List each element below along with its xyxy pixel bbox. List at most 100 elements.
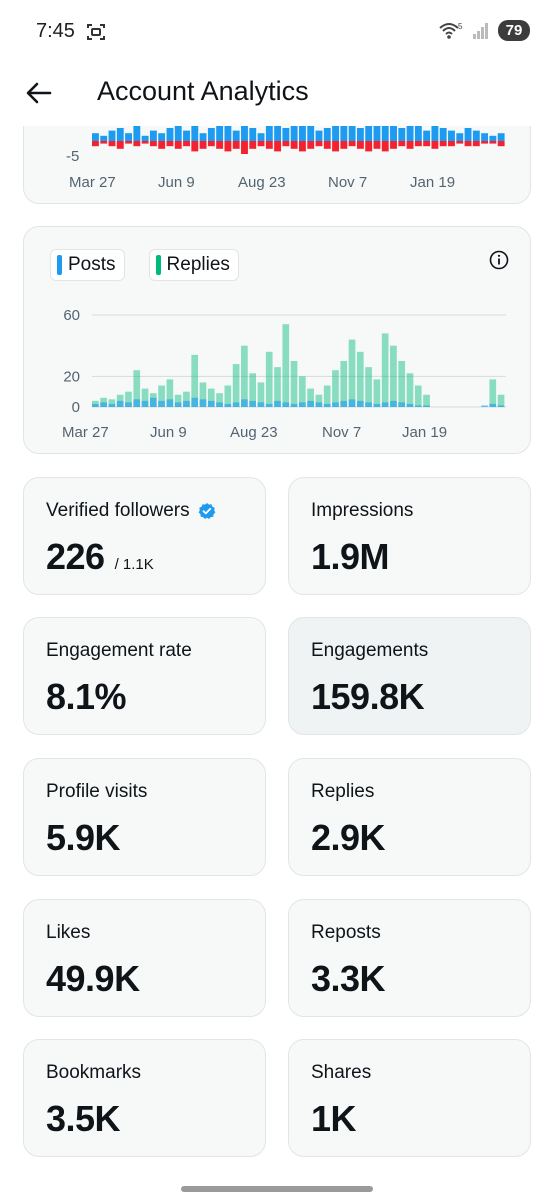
bar-replies	[398, 361, 406, 407]
bar-posts	[241, 399, 248, 407]
wifi-icon: 5	[439, 22, 463, 39]
bar-positive	[158, 133, 166, 141]
info-icon[interactable]	[488, 249, 510, 271]
bar-posts	[398, 402, 406, 407]
bar-replies	[406, 373, 414, 407]
bar-posts	[323, 403, 331, 407]
stat-value: 8.1%	[46, 676, 127, 717]
x-tick-label: Jan 19	[402, 424, 447, 441]
bar-positive	[472, 130, 480, 141]
bar-posts	[348, 399, 356, 407]
bar-posts	[141, 400, 149, 407]
bar-replies	[489, 379, 497, 407]
stat-card-verified-followers[interactable]: Verified followers 226 / 1.1K	[23, 477, 266, 595]
network-type-label: 5	[458, 22, 463, 31]
back-button[interactable]	[22, 76, 56, 110]
follower-chart: -5 Mar 27 Jun 9 Aug 23 Nov 7 Jan 19	[66, 117, 505, 191]
stat-card-profile-visits[interactable]: Profile visits 5.9K	[23, 758, 266, 876]
stat-label-text: Verified followers	[46, 500, 190, 521]
bar-replies	[274, 367, 281, 407]
stat-card-replies[interactable]: Replies 2.9K	[288, 758, 531, 876]
bar-posts	[199, 399, 207, 407]
y-tick-label: 0	[72, 399, 80, 416]
bar-negative	[290, 141, 298, 149]
bar-posts	[133, 399, 141, 407]
screenshot-icon	[87, 24, 105, 40]
stat-label: Bookmarks	[46, 1062, 142, 1083]
bar-negative	[406, 141, 414, 149]
bar-posts	[282, 402, 290, 407]
bar-posts	[381, 402, 389, 407]
x-tick-label: Aug 23	[238, 174, 286, 191]
bar-negative	[398, 141, 406, 147]
bar-posts	[340, 400, 348, 407]
bar-positive	[340, 120, 348, 141]
bar-posts	[423, 405, 430, 407]
bar-negative	[92, 141, 99, 147]
bar-replies	[299, 376, 306, 407]
bar-replies	[290, 361, 298, 407]
stat-card-impressions[interactable]: Impressions 1.9M	[288, 477, 531, 595]
bar-positive	[207, 128, 215, 141]
bar-posts	[315, 402, 323, 407]
bar-positive	[133, 125, 141, 141]
bar-positive	[307, 125, 315, 141]
bar-positive	[332, 122, 339, 141]
bar-posts	[356, 400, 364, 407]
y-tick-label: -5	[66, 148, 79, 165]
bar-negative	[381, 141, 389, 152]
bar-negative	[249, 141, 257, 149]
bar-replies	[191, 354, 199, 407]
bar-posts	[307, 400, 314, 407]
bar-replies	[257, 382, 265, 407]
bar-replies	[216, 393, 223, 407]
signal-icon	[473, 22, 488, 39]
bar-negative	[414, 141, 422, 147]
bar-negative	[489, 141, 497, 144]
stat-card-bookmarks[interactable]: Bookmarks 3.5K	[23, 1039, 266, 1157]
chart-legend: Posts Replies	[50, 249, 239, 281]
bar-positive	[290, 122, 298, 141]
bar-negative	[116, 141, 124, 149]
bar-posts	[216, 402, 223, 407]
bar-replies	[414, 385, 422, 407]
bar-positive	[216, 120, 224, 141]
bar-positive	[414, 122, 422, 141]
bar-negative	[464, 141, 472, 147]
stat-card-engagement-rate[interactable]: Engagement rate 8.1%	[23, 617, 266, 735]
bar-negative	[108, 141, 116, 147]
stat-value: 3.5K	[46, 1098, 121, 1139]
x-tick-label: Jan 19	[410, 174, 455, 191]
bar-posts	[406, 403, 414, 407]
bar-negative	[439, 141, 447, 147]
bar-positive	[125, 133, 132, 141]
bar-positive	[92, 133, 99, 141]
legend-posts[interactable]: Posts	[50, 249, 125, 281]
bar-positive	[373, 122, 381, 141]
stat-card-likes[interactable]: Likes 49.9K	[23, 899, 266, 1017]
stat-card-shares[interactable]: Shares 1K	[288, 1039, 531, 1157]
stat-card-reposts[interactable]: Reposts 3.3K	[288, 899, 531, 1017]
bar-replies	[232, 364, 240, 407]
bar-negative	[158, 141, 166, 149]
bar-negative	[224, 141, 232, 152]
stat-label: Reposts	[311, 922, 381, 943]
bar-posts	[100, 402, 107, 407]
bar-posts	[249, 400, 256, 407]
bar-replies	[141, 388, 149, 407]
bar-posts	[191, 397, 199, 407]
bar-posts	[232, 402, 240, 407]
posts-replies-chart-card: Posts Replies 60 20 0 Mar 27 Jun 9 Aug 23 Nov …	[23, 226, 531, 454]
bar-negative	[307, 141, 315, 149]
bar-negative	[265, 141, 273, 149]
legend-replies[interactable]: Replies	[148, 249, 239, 281]
bar-positive	[456, 133, 464, 141]
page-title: Account Analytics	[97, 76, 309, 106]
bar-positive	[199, 133, 207, 141]
bar-negative	[323, 141, 331, 149]
stat-card-engagements[interactable]: Engagements 159.8K	[288, 617, 531, 735]
bar-replies	[158, 385, 165, 407]
bar-replies	[249, 373, 256, 407]
home-indicator[interactable]	[181, 1186, 373, 1192]
bar-posts	[481, 405, 488, 407]
